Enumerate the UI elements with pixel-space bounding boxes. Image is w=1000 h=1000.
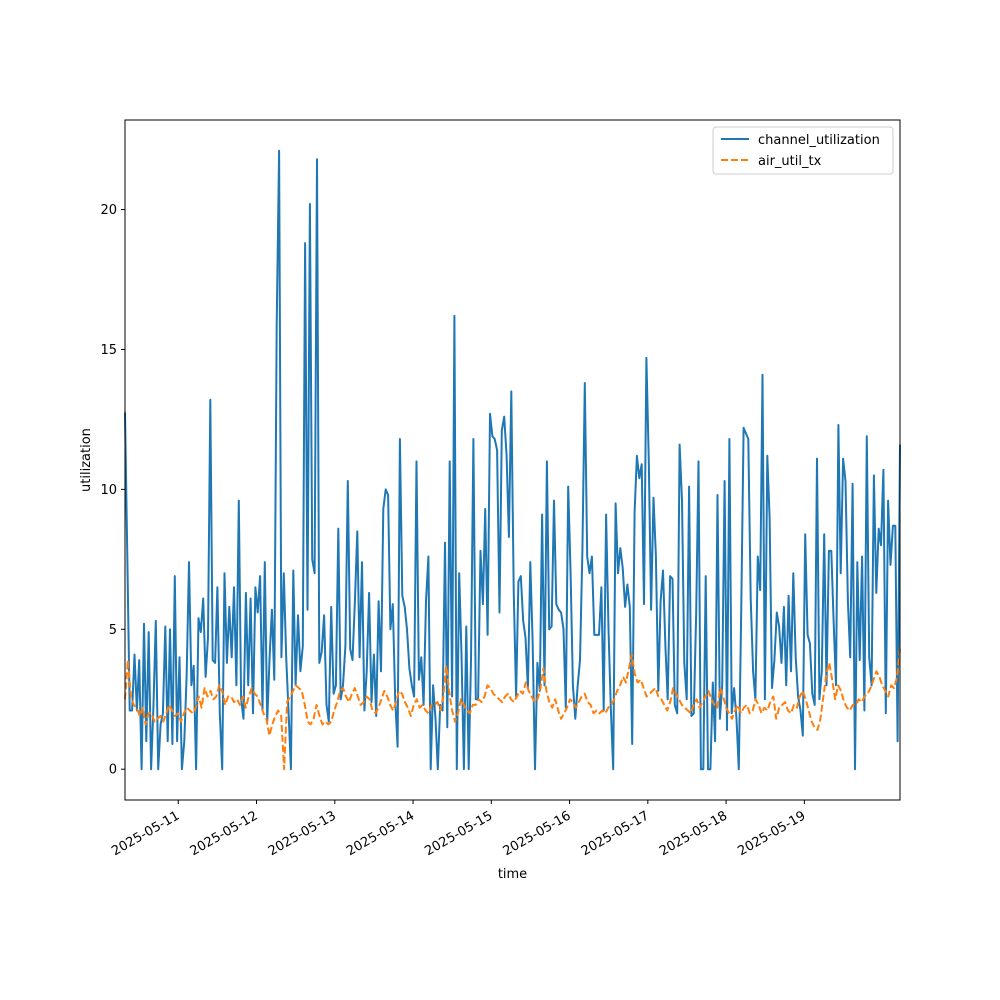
axes-frame [124,119,901,801]
x-tick-label: 2025-05-19 [735,808,808,859]
legend-label-air-util-tx: air_util_tx [758,154,822,169]
y-tick-label: 20 [100,203,117,218]
x-axis: 2025-05-11 2025-05-12 2025-05-13 2025-05-14… [109,800,808,859]
series-line-channel-utilization [124,149,901,771]
x-tick-label: 2025-05-15 [422,808,495,859]
x-tick-label: 2025-05-14 [344,808,417,859]
x-tick-label: 2025-05-18 [657,808,730,859]
y-tick-label: 15 [100,343,117,358]
x-axis-label: time [498,867,527,882]
y-axis: 0 5 10 15 20 [100,203,125,778]
series-line-air-util-tx [124,648,901,771]
x-tick-label: 2025-05-16 [501,808,574,859]
y-tick-label: 0 [109,763,117,778]
legend-box [712,126,894,175]
legend: channel_utilization air_util_tx [712,126,894,175]
y-tick-label: 5 [109,623,117,638]
y-tick-label: 10 [100,483,117,498]
x-tick-label: 2025-05-11 [109,808,182,859]
x-tick-label: 2025-05-17 [579,808,652,859]
plot-series [124,149,901,771]
x-tick-label: 2025-05-12 [188,808,261,859]
y-axis-label: utilization [79,428,94,492]
legend-label-channel-utilization: channel_utilization [758,133,880,148]
x-tick-label: 2025-05-13 [266,808,339,859]
